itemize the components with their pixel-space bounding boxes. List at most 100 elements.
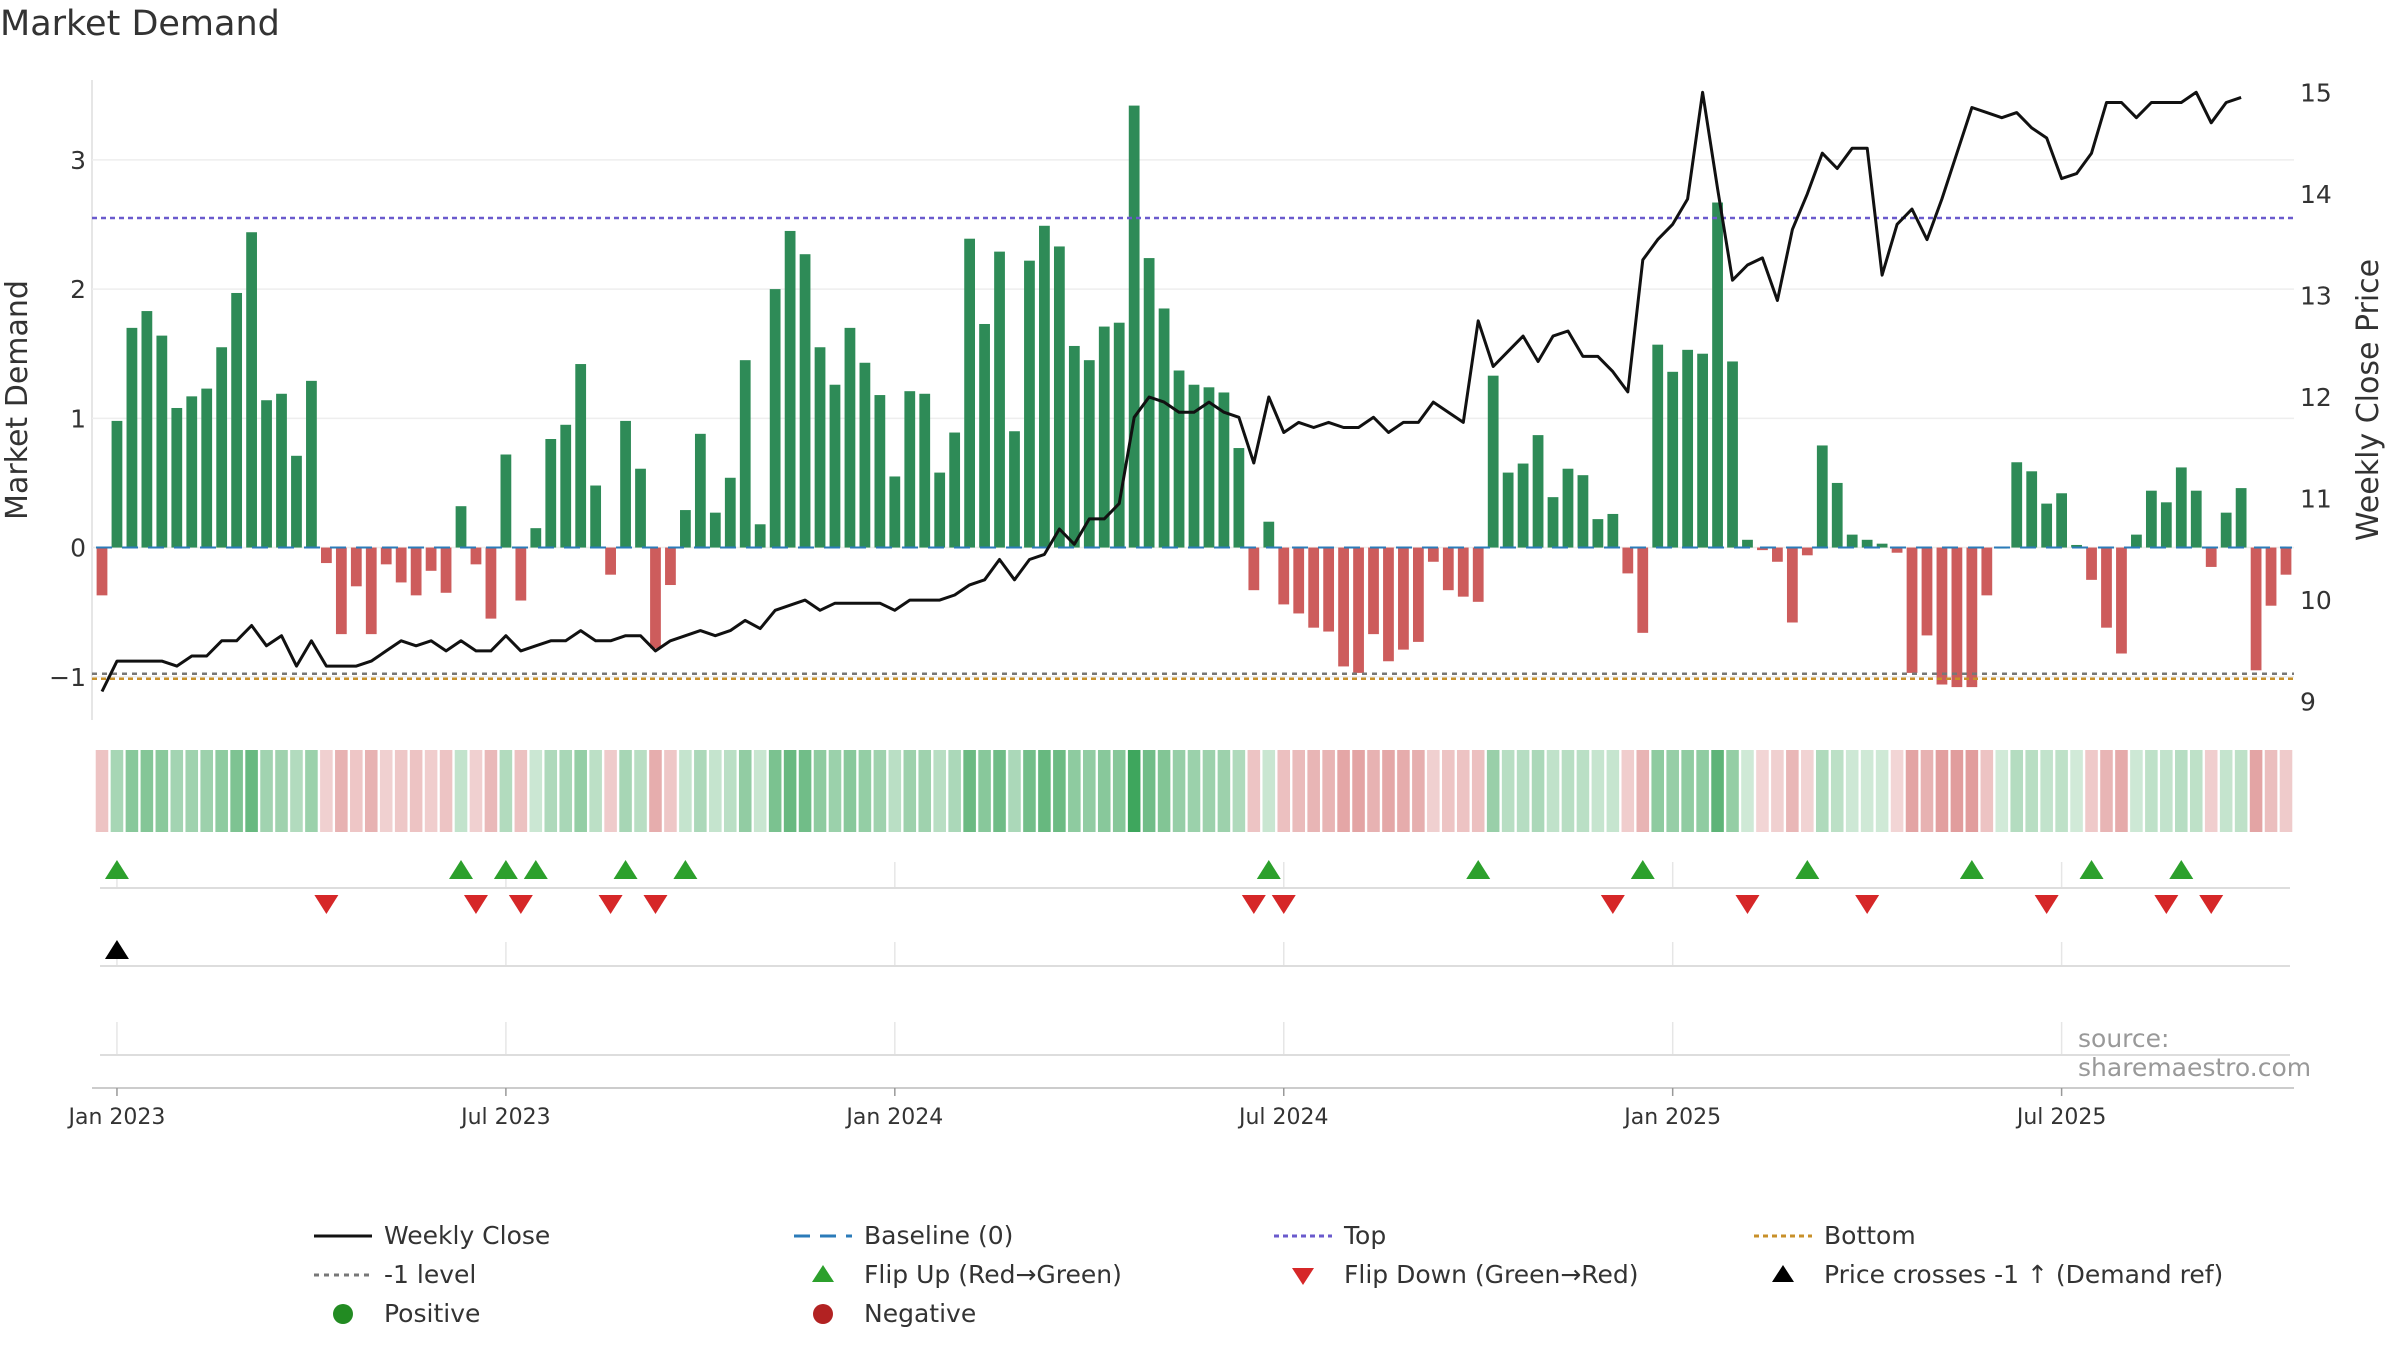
price-cross-marker [104, 940, 129, 959]
demand-bar [335, 547, 347, 635]
heat-strip-cell [2025, 750, 2038, 832]
heat-strip-cell [1726, 750, 1739, 832]
heat-strip-cell [215, 750, 228, 832]
heat-strip-cell [1516, 750, 1530, 832]
heat-strip-cell [634, 750, 647, 832]
demand-bar [1487, 375, 1499, 548]
heat-strip-cell [469, 750, 483, 832]
demand-bar [216, 347, 228, 548]
demand-bar [1338, 547, 1349, 667]
flip-down-marker [643, 895, 668, 914]
heat-strip-cell [454, 750, 468, 832]
y-right-tick-label: 15 [2300, 78, 2332, 107]
heat-strip-cell [245, 750, 258, 832]
heat-strip-cell [1262, 750, 1276, 832]
heat-strip-cell [2100, 750, 2113, 832]
demand-bar [350, 547, 362, 587]
demand-bar [2265, 547, 2277, 606]
demand-bar [2026, 471, 2038, 548]
heat-strip-cell [978, 750, 991, 832]
heat-strip-cell [1561, 750, 1575, 832]
demand-bar [1607, 513, 1619, 548]
demand-bar [1697, 353, 1708, 548]
demand-bar [1024, 260, 1035, 548]
heat-strip-cell [1681, 750, 1694, 832]
demand-bar [530, 528, 542, 548]
demand-bar [650, 547, 661, 649]
demand-bar [1278, 547, 1290, 605]
flip-down-marker [463, 895, 488, 914]
demand-bar [1637, 547, 1649, 633]
demand-bar [2235, 488, 2247, 548]
heat-strip-cell [170, 750, 184, 832]
heat-strip-cell [619, 750, 632, 832]
demand-bar [994, 251, 1005, 548]
demand-bar [1966, 547, 1978, 688]
flip-up-marker [1256, 860, 1281, 879]
heat-strip-cell [1651, 750, 1665, 832]
heat-strip-cell [1875, 750, 1889, 832]
heat-strip-cell [1920, 750, 1934, 832]
heat-strip-cell [664, 750, 677, 832]
heat-strip-cell [1756, 750, 1769, 832]
heat-strip-cell [604, 750, 617, 832]
heat-strip-cell [709, 750, 722, 832]
demand-bar [1203, 387, 1215, 548]
heat-strip-cell [2085, 750, 2098, 832]
demand-bar [620, 420, 631, 548]
heat-strip-cell [95, 750, 109, 832]
demand-bar [1951, 547, 1963, 688]
flip-down-marker [2154, 895, 2179, 914]
demand-bar [1158, 308, 1170, 548]
demand-bar [1502, 472, 1514, 548]
flip-down-marker [1600, 895, 1625, 914]
heat-strip-cell [1397, 750, 1410, 832]
heat-strip-cell [738, 750, 752, 832]
heat-strip-cell [858, 750, 872, 832]
demand-bar [1622, 547, 1634, 574]
demand-bar [814, 347, 826, 548]
demand-bar [1532, 435, 1544, 548]
demand-bar [964, 238, 976, 548]
demand-bar [246, 232, 257, 548]
heat-strip-cell [768, 750, 782, 832]
demand-bar [605, 547, 616, 575]
heat-strip-cell [1427, 750, 1440, 832]
heat-strip-cell [903, 750, 917, 832]
demand-bar [545, 438, 557, 548]
demand-bar [724, 477, 736, 548]
demand-bar [365, 547, 377, 635]
demand-bar [1427, 547, 1439, 562]
heat-strip-cell [843, 750, 857, 832]
heat-strip-cell [1711, 750, 1724, 832]
heat-strip-cell [1621, 750, 1635, 832]
heat-strip-cell [2279, 750, 2293, 832]
flip-up-marker [493, 860, 518, 879]
heat-strip-cell [1053, 750, 1066, 832]
heat-strip-cell [140, 750, 154, 832]
demand-bar [1233, 448, 1245, 548]
demand-bar [1173, 370, 1185, 548]
y-right-tick-label: 10 [2300, 586, 2332, 615]
heat-strip-cell [948, 750, 961, 832]
demand-bar [709, 512, 721, 548]
heat-strip-cell [275, 750, 288, 832]
demand-bar [919, 393, 931, 548]
demand-bar [769, 289, 781, 548]
flip-up-marker [613, 860, 638, 879]
demand-bar [1816, 445, 1828, 548]
demand-bar [1592, 519, 1604, 548]
demand-bar [395, 547, 407, 583]
x-tick-label: Jan 2023 [67, 1105, 166, 1130]
flip-down-marker [2199, 895, 2224, 914]
demand-bar [2145, 490, 2157, 548]
heat-strip-cell [1097, 750, 1111, 832]
heat-strip-cell [1172, 750, 1186, 832]
demand-bar [440, 547, 452, 593]
heat-strip-cell [379, 750, 393, 832]
demand-bar [1846, 534, 1858, 548]
demand-bar [1053, 246, 1065, 548]
demand-bar [485, 547, 497, 619]
heat-strip-cell [1606, 750, 1620, 832]
demand-bar [1757, 547, 1768, 551]
